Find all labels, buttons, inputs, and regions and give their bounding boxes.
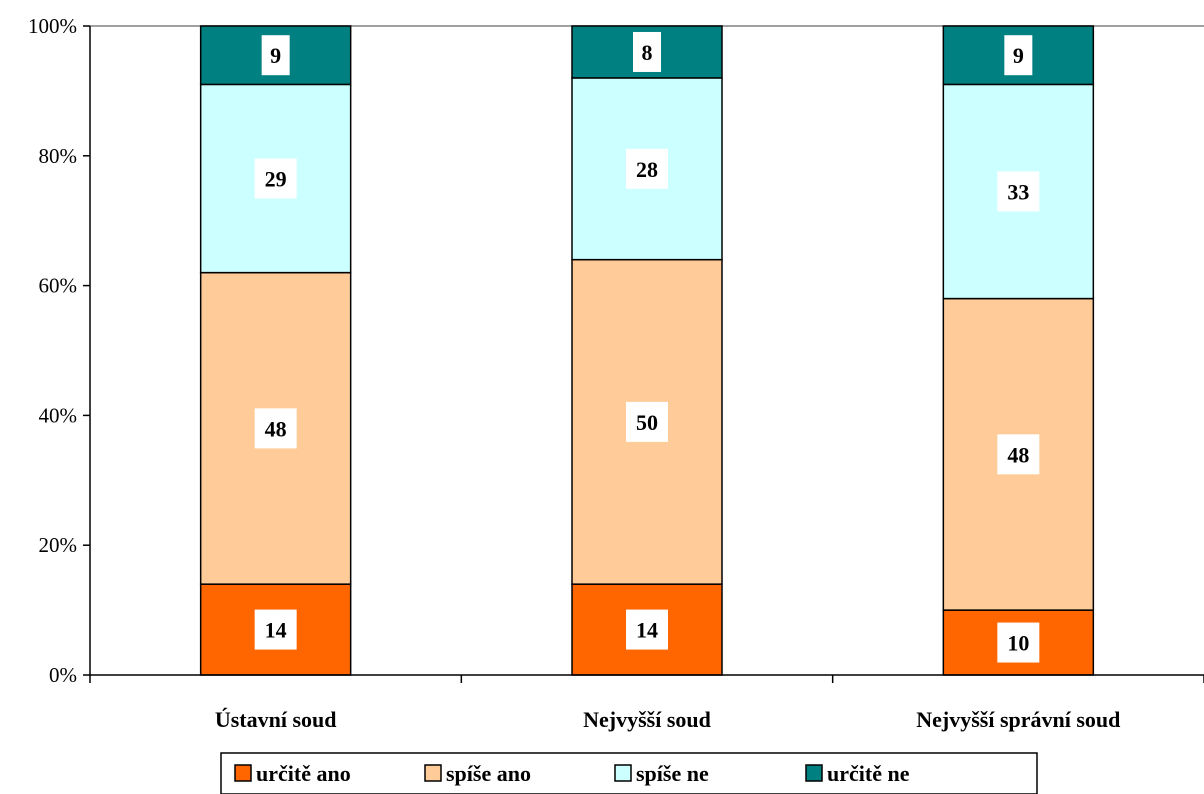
legend-label: určitě ne <box>827 761 910 786</box>
legend-swatch <box>424 764 442 782</box>
data-label: 29 <box>265 167 287 192</box>
y-tick-label: 80% <box>39 144 78 168</box>
bars: 14 48 29 9 14 50 28 8 10 48 33 9 <box>199 25 1095 676</box>
legend: určitě ano spíše ano spíše ne určitě ne <box>220 752 1038 794</box>
data-label: 10 <box>1007 631 1029 656</box>
data-label-box <box>997 622 1040 663</box>
y-tick-label: 40% <box>39 403 78 427</box>
legend-label: určitě ano <box>256 761 351 786</box>
y-tick-label: 100% <box>28 14 77 38</box>
data-label-box <box>626 148 668 189</box>
data-label: 28 <box>636 157 658 182</box>
x-category-label: Nejvyšší správní soud <box>916 707 1120 732</box>
legend-swatch <box>614 764 632 782</box>
data-label-box <box>633 31 661 72</box>
legend-swatch <box>234 764 252 782</box>
data-label: 14 <box>265 618 287 643</box>
data-label-box <box>254 408 297 449</box>
data-label-box <box>626 609 668 650</box>
legend-swatch <box>805 764 823 782</box>
x-category-label: Nejvyšší soud <box>583 707 711 732</box>
data-label-box <box>254 609 297 650</box>
legend-label: spíše ano <box>446 761 531 786</box>
x-axis: Ústavní soud Nejvyšší soud Nejvyšší správn… <box>89 674 1204 732</box>
data-label: 33 <box>1007 179 1029 204</box>
data-label-box <box>254 158 297 199</box>
data-label: 9 <box>270 43 281 68</box>
y-tick-label: 20% <box>39 533 78 557</box>
data-label: 48 <box>265 416 287 441</box>
y-tick-label: 60% <box>39 274 78 298</box>
data-label: 14 <box>636 618 658 643</box>
data-label: 9 <box>1013 43 1024 68</box>
y-tick-label: 0% <box>49 663 77 687</box>
data-label-box <box>997 171 1040 212</box>
x-category-label: Ústavní soud <box>215 707 337 732</box>
data-label: 50 <box>636 410 658 435</box>
data-label-box <box>261 35 290 76</box>
legend-label: spíše ne <box>636 761 709 786</box>
data-label-box <box>997 434 1040 475</box>
data-label-box <box>1004 35 1033 76</box>
data-label: 48 <box>1007 442 1029 467</box>
data-label: 8 <box>642 40 653 65</box>
y-axis: 0% 20% 40% 60% 80% 100% <box>28 14 1204 687</box>
data-label-box <box>626 401 668 442</box>
